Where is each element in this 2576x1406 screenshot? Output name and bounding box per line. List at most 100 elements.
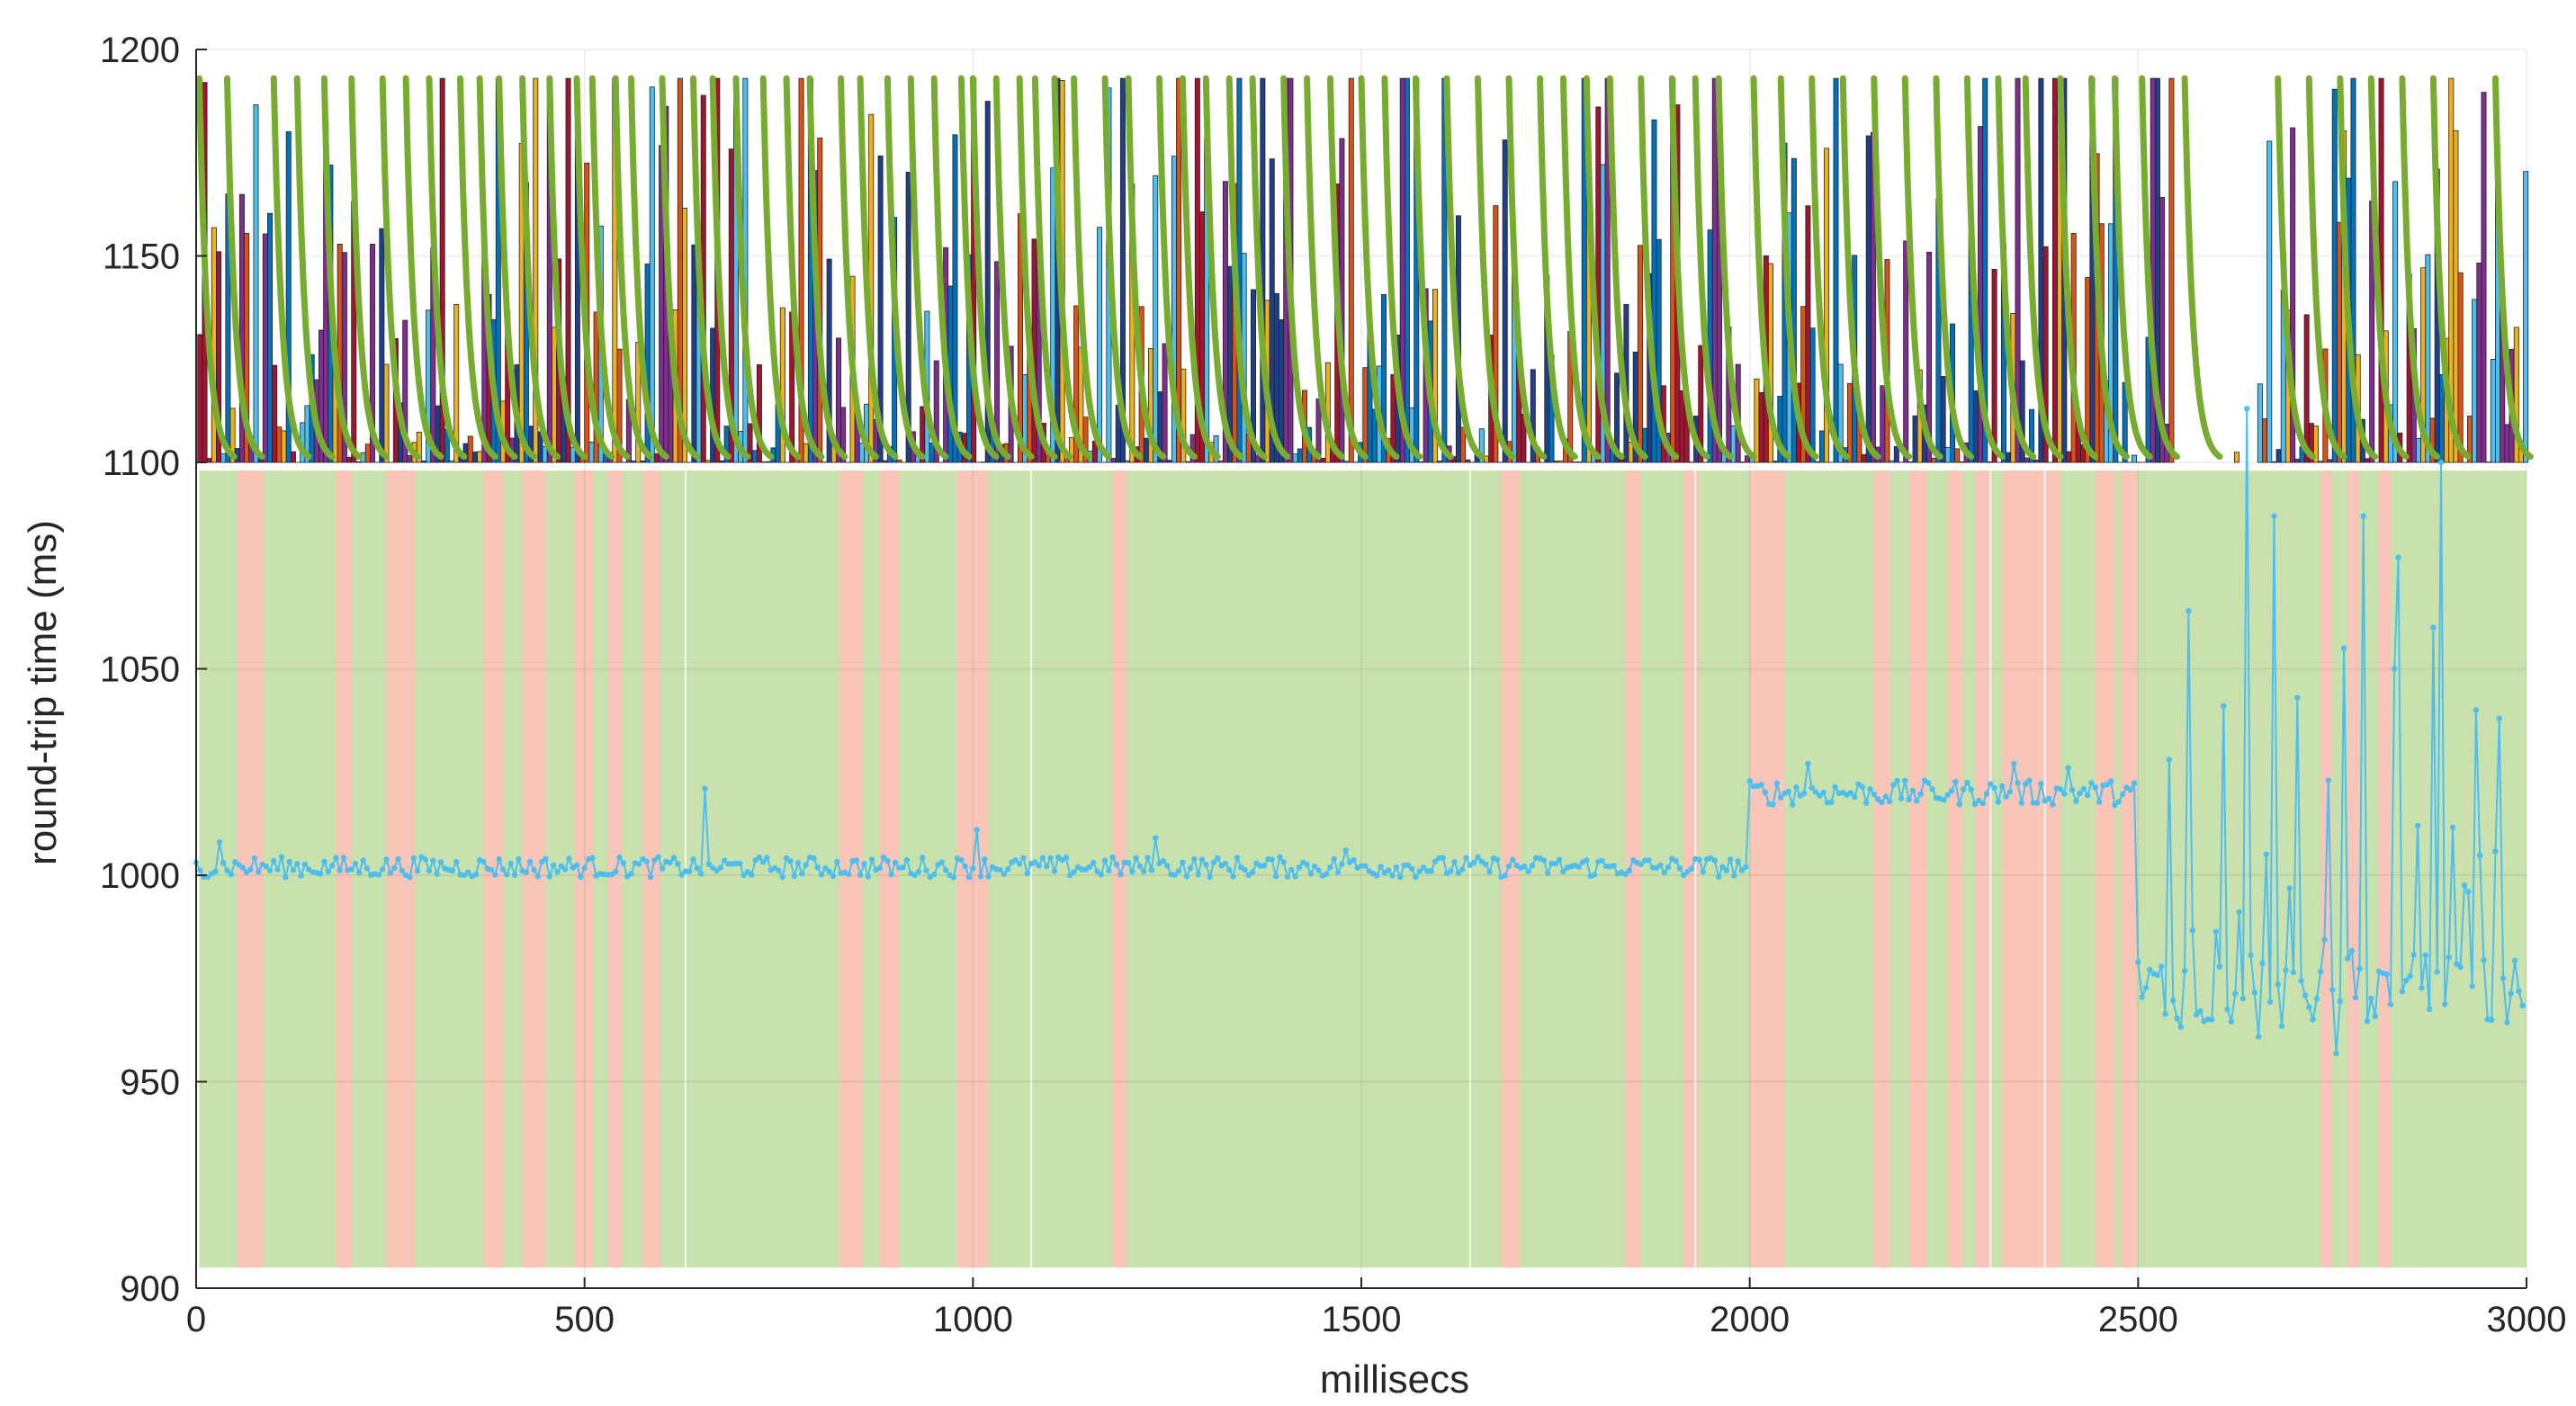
rtt-point [2174,1016,2180,1022]
rtt-point [2410,952,2417,958]
rtt-point [861,861,867,867]
rtt-point [1047,855,1054,862]
rtt-point [2189,927,2195,934]
rtt-point [2115,799,2122,805]
bar [747,423,753,463]
bar [364,443,371,463]
rtt-point [2283,967,2289,973]
rtt-point [702,785,708,792]
bar [2275,449,2282,463]
rtt-point [635,861,642,867]
bar [1465,459,1471,463]
rtt-point [2212,928,2219,935]
rtt-point [620,860,626,866]
bar [835,337,841,463]
rtt-point [1874,796,1881,802]
decay-curve-53 [1537,75,1578,461]
rtt-point [2080,785,2087,793]
bar [2318,461,2324,463]
rtt-point [811,855,817,862]
rtt-point [1828,799,1835,805]
rtt-point [962,864,968,870]
bar [2051,77,2058,463]
bar [644,264,651,463]
rtt-point [283,874,289,881]
bad-band-22 [2121,470,2137,1268]
rtt-point [1198,856,1206,863]
rtt-point [1141,868,1147,874]
rtt-point [2259,960,2266,967]
rtt-point [1242,866,1248,873]
rtt-point [1230,873,1236,880]
bar [2290,127,2296,463]
bar [1381,294,1387,463]
rtt-point [1463,855,1469,861]
rtt-point [709,864,716,871]
bar [1754,378,1760,463]
rtt-point [1451,859,1458,865]
rtt-point [776,867,782,873]
rtt-point [2244,406,2250,412]
bad-band-24 [2347,470,2360,1268]
x-tick-label-5: 2500 [2098,1300,2178,1339]
rtt-point [974,827,980,833]
rtt-point [2239,995,2247,1002]
rtt-point [2278,1023,2285,1029]
rtt-point [1245,872,1252,878]
axes [195,49,2527,1289]
rtt-point [965,874,973,881]
bar [1176,77,1182,463]
bar [905,171,911,463]
decay-curve-14 [573,75,615,461]
rtt-point [2232,990,2239,997]
x-tick-label-6: 3000 [2487,1300,2567,1339]
decay-curve-64 [1839,75,1881,461]
bar [2033,459,2040,463]
bar [2523,171,2529,463]
decay-curve-3 [293,75,336,461]
rtt-point [2221,703,2227,709]
decay-curve-48 [1381,75,1423,461]
bar [803,443,809,463]
bar [1530,369,1536,463]
rtt-point [1389,873,1396,879]
bar [1679,390,1685,463]
rtt-point [2085,792,2091,799]
rtt-point [274,866,281,873]
rtt-point [1288,866,1295,873]
bar [1320,457,1326,463]
bar [2294,458,2301,463]
rtt-point [2139,994,2145,1000]
bar [2042,246,2049,463]
rtt-point [298,873,304,879]
rtt-point [1067,872,1073,879]
bar [1082,416,1089,463]
rtt-point [2177,1024,2184,1030]
rtt-point [2271,513,2277,519]
rtt-point [1540,857,1548,864]
rtt-point [328,863,336,869]
rtt-point [1696,856,1702,863]
rtt-point [1071,869,1077,875]
rtt-point [1063,855,1070,861]
rtt-point [1284,873,1291,880]
rtt-point [1471,859,1477,865]
rtt-point [1374,873,1380,879]
bar [1907,461,1914,463]
rtt-point [2236,909,2242,916]
rtt-point [2050,802,2056,808]
bar [2019,360,2025,463]
rtt-point [1847,790,1854,796]
rtt-point [2446,954,2452,961]
rtt-point [407,874,413,881]
bar [1837,363,1844,463]
bar [2168,77,2175,463]
rtt-point [321,858,328,864]
rtt-point [516,856,522,863]
rtt-point [803,862,809,868]
rtt-point [1778,794,1784,801]
bar [1926,251,1933,463]
bar [1805,205,1811,463]
rtt-point [794,860,802,866]
